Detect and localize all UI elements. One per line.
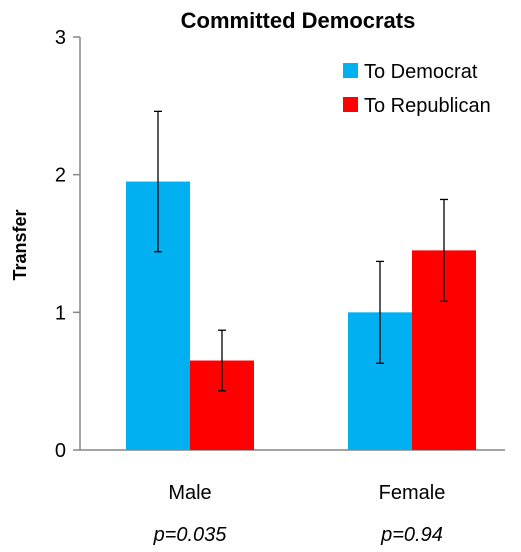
y-tick-label: 2 [55,165,66,187]
y-tick-label: 3 [55,27,66,49]
p-value-annotation: p=0.94 [380,524,443,546]
x-category-label: Male [168,482,211,504]
x-category-label: Female [379,482,446,504]
y-tick-label: 0 [55,440,66,462]
p-value-annotation: p=0.035 [153,524,228,546]
legend-label-to-republican: To Republican [364,95,491,117]
y-axis-label: Transfer [10,209,30,280]
legend-swatch-to-democrat [343,63,358,78]
plot-area: 0 1 2 3 Male p=0.035 Female p=0.94 [55,27,505,546]
legend-swatch-to-republican [343,97,358,112]
legend: To Democrat To Republican [343,61,491,117]
legend-label-to-democrat: To Democrat [364,61,478,83]
y-tick-label: 1 [55,302,66,324]
chart-title: Committed Democrats [181,8,416,33]
